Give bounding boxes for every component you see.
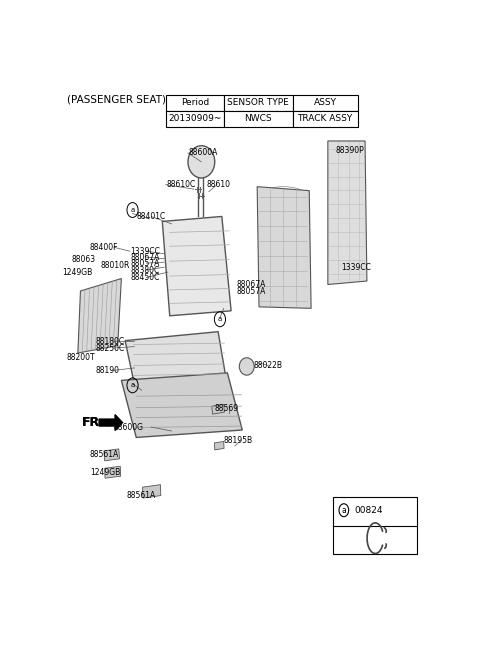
Polygon shape [125,332,226,384]
Polygon shape [104,449,120,461]
Polygon shape [215,441,224,450]
Text: 88600A: 88600A [188,148,218,157]
Text: 88010R: 88010R [100,261,130,270]
Text: 88390P: 88390P [335,146,364,155]
Text: 88610: 88610 [207,180,231,189]
Text: TRACK ASSY: TRACK ASSY [298,114,353,123]
Text: 88600G: 88600G [114,422,144,432]
Polygon shape [328,141,367,284]
Text: 1249GB: 1249GB [62,268,92,277]
Text: 88250C: 88250C [96,344,125,353]
Text: 88380C: 88380C [131,266,160,275]
Text: 88057A: 88057A [237,287,266,296]
Text: a: a [131,207,135,213]
Text: 88561A: 88561A [127,491,156,500]
Text: SENSOR TYPE: SENSOR TYPE [227,98,289,107]
Text: 88400F: 88400F [90,243,118,252]
Polygon shape [162,217,231,316]
Text: 20130909~: 20130909~ [168,114,222,123]
Text: 88067A: 88067A [131,253,160,262]
Text: (PASSENGER SEAT): (PASSENGER SEAT) [67,95,167,104]
Text: 1339CC: 1339CC [341,263,371,272]
Text: 88561A: 88561A [90,450,119,459]
Polygon shape [143,484,161,498]
Bar [334,497,417,554]
Text: a: a [341,506,346,515]
Bar [166,95,224,111]
Text: 88180C: 88180C [96,337,124,346]
Text: 88063: 88063 [71,255,96,264]
Polygon shape [257,186,311,308]
Polygon shape [78,279,121,353]
Bar [224,95,292,111]
Text: a: a [218,316,222,322]
Text: Period: Period [181,98,209,107]
Polygon shape [121,373,242,437]
Polygon shape [99,415,122,430]
Bar [292,95,358,111]
Text: 88401C: 88401C [136,212,166,221]
Text: 00824: 00824 [354,506,383,515]
Bar [224,111,292,126]
Polygon shape [212,404,225,414]
Text: 88190: 88190 [96,366,120,375]
Text: ASSY: ASSY [313,98,336,107]
Text: 88610C: 88610C [166,180,195,189]
Text: 88195B: 88195B [224,437,253,446]
Text: 88450C: 88450C [131,273,160,282]
Bar [166,111,224,126]
Bar [292,111,358,126]
Text: a: a [131,382,135,388]
Ellipse shape [188,146,215,178]
Text: FR.: FR. [83,416,106,429]
Ellipse shape [240,358,254,375]
Text: 88067A: 88067A [237,279,266,288]
Polygon shape [105,466,120,478]
Text: NWCS: NWCS [244,114,272,123]
Text: 1249GB: 1249GB [90,468,120,477]
Text: 88569: 88569 [215,404,239,413]
Text: 1339CC: 1339CC [131,247,160,255]
Text: 88057A: 88057A [131,259,160,268]
Text: FR.: FR. [83,416,106,429]
Text: 88200T: 88200T [67,353,96,362]
Text: 88022B: 88022B [253,361,282,370]
